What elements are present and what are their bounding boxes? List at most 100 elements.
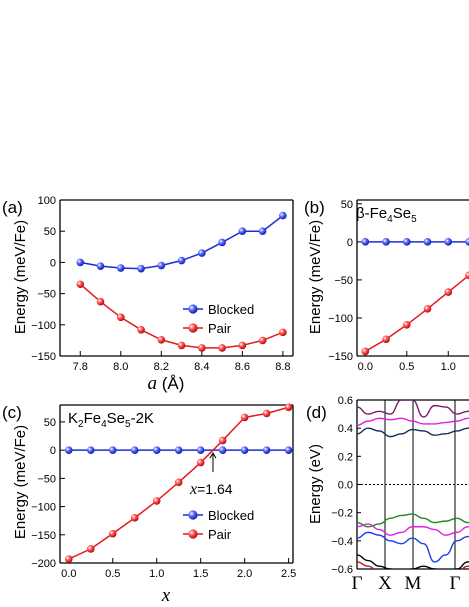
x-tick-label: 8.2 [154, 361, 169, 373]
x-tick-label: 8.4 [194, 361, 209, 373]
y-tick-label: 0.6 [338, 395, 353, 407]
data-point-pair [218, 436, 227, 445]
data-point-pair [279, 328, 287, 337]
x-tick-label: 8.0 [113, 361, 128, 373]
band-line [357, 427, 469, 438]
y-tick-label: −100 [328, 313, 353, 325]
data-point-blocked [64, 446, 73, 454]
panel-a-ylabel: Energy (meV/Fe) [12, 220, 29, 334]
data-point-pair [423, 305, 432, 313]
data-point-pair [130, 514, 139, 522]
panel-b-plot: 0.0 0.5 1.0 −150 −100 −50 0 50 [328, 199, 469, 373]
x-tick-label: 7.8 [73, 361, 88, 373]
data-point-pair [86, 545, 95, 553]
data-point-pair [382, 335, 390, 344]
data-point-blocked [444, 238, 453, 246]
legend-pair-label: Pair [208, 527, 232, 542]
kpoint-label: M [405, 573, 422, 594]
band-line [357, 417, 469, 427]
data-point-pair [152, 497, 161, 505]
y-tick-label: −200 [31, 558, 56, 570]
data-point-pair [177, 341, 186, 350]
data-point-pair [76, 280, 85, 289]
x-tick-label: 0.5 [399, 361, 414, 373]
x-tick-label: 2.0 [237, 568, 252, 580]
panel-c-annotation-arrow [209, 452, 217, 473]
band-line [357, 400, 469, 418]
data-point-blocked [423, 238, 432, 246]
legend-pair-marker [188, 529, 198, 539]
data-point-pair [284, 403, 293, 412]
legend-pair-marker [188, 323, 198, 333]
y-tick-label: −0.6 [331, 564, 353, 576]
y-tick-label: −50 [334, 275, 353, 287]
x-tick-label: 0.0 [61, 568, 76, 580]
data-point-blocked [262, 446, 271, 454]
panel-b-ylabel: Energy (meV/Fe) [307, 220, 324, 334]
data-point-pair [64, 555, 73, 563]
data-point-blocked [137, 264, 145, 273]
panel-b-title: β-Fe4Se5 [356, 205, 417, 225]
data-point-blocked [96, 262, 105, 270]
band-line [357, 523, 469, 536]
data-point-blocked [238, 227, 247, 235]
data-point-blocked [86, 446, 95, 454]
panel-a-xlabel: a (Å) [148, 373, 185, 394]
data-point-pair [238, 341, 247, 350]
data-point-blocked [240, 446, 249, 454]
band-line [357, 513, 469, 528]
band-line [357, 554, 469, 569]
data-point-pair [108, 529, 117, 538]
legend-blocked-marker [188, 304, 198, 314]
data-point-pair [258, 336, 267, 345]
panel-a-label: (a) [2, 198, 23, 217]
panel-c-plot: 0.0 0.5 1.0 1.5 2.0 2.5 −200 −150 −100 −50 0 50 [31, 403, 296, 580]
y-tick-label: −0.4 [331, 536, 353, 548]
panel-c-annotation: x=1.64 [189, 481, 233, 498]
band-line [357, 531, 469, 563]
panel-d-ylabel: Energy (eV) [307, 444, 324, 524]
x-tick-label: 0.0 [358, 361, 373, 373]
bands [357, 400, 469, 569]
legend-pair-label: Pair [208, 321, 232, 336]
kpoint-label: Γ [352, 573, 363, 594]
x-tick-label: 1.0 [149, 568, 164, 580]
y-tick-label: 0.4 [338, 423, 353, 435]
data-point-blocked [258, 227, 267, 235]
data-point-blocked [218, 446, 227, 454]
data-point-pair [361, 347, 370, 356]
panel-a-plot: 7.8 8.0 8.2 8.4 8.6 8.8 −150 −100 −50 0 50 100 [31, 195, 294, 373]
x-tick-label: 8.8 [275, 361, 290, 373]
x-tick-label: 0.5 [105, 568, 120, 580]
x-tick-label: 1.5 [193, 568, 208, 580]
y-tick-label: 50 [44, 226, 56, 238]
data-point-blocked [402, 238, 411, 246]
y-tick-label: −50 [37, 289, 56, 301]
x-tick-label: 1.0 [441, 361, 456, 373]
data-point-blocked [152, 446, 161, 454]
y-tick-label: −150 [328, 351, 353, 363]
panel-c-xlabel: x [161, 585, 171, 606]
data-point-pair [465, 271, 469, 280]
data-point-blocked [198, 249, 206, 257]
data-point-blocked [174, 446, 183, 454]
kpoint-label: Γ [450, 573, 461, 594]
data-point-pair [116, 313, 125, 322]
y-tick-label: 100 [38, 195, 56, 207]
y-tick-label: 50 [341, 199, 353, 211]
y-tick-label: 0 [50, 445, 56, 457]
y-tick-label: −100 [31, 320, 56, 332]
panel-c-label: (c) [2, 403, 22, 422]
data-point-blocked [116, 264, 125, 272]
data-point-blocked [361, 238, 370, 246]
y-tick-label: −150 [31, 351, 56, 363]
data-point-pair [96, 297, 105, 306]
kpoint-label: X [378, 573, 392, 594]
y-tick-label: 0.0 [338, 480, 353, 492]
data-point-pair [444, 288, 453, 296]
panel-c-title: K2Fe4Se5-2K [68, 410, 154, 430]
legend-blocked-label: Blocked [208, 508, 254, 523]
legend-blocked-marker [188, 510, 198, 520]
data-point-pair [198, 344, 206, 352]
y-tick-label: −150 [31, 530, 56, 542]
